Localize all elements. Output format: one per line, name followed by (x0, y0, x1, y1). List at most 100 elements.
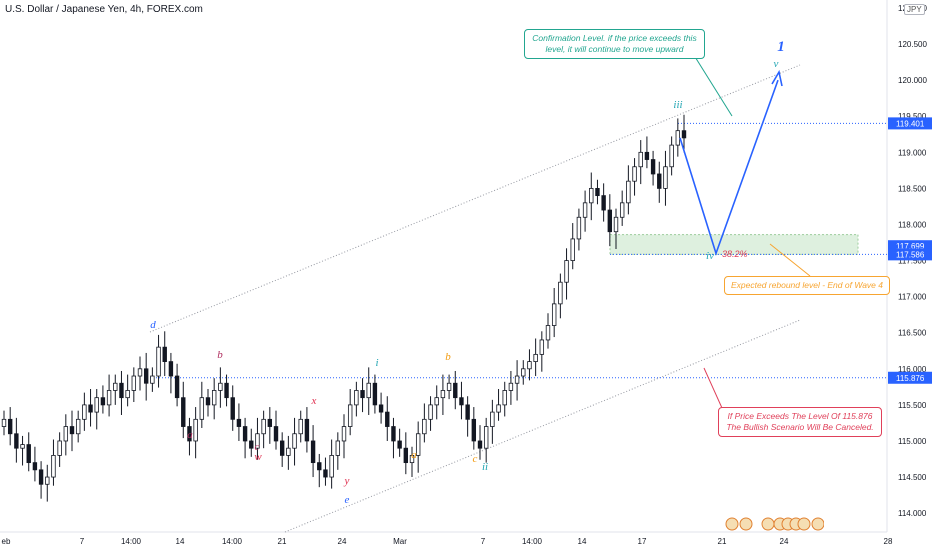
candle[interactable] (663, 166, 668, 189)
candle[interactable] (323, 469, 328, 478)
candle[interactable] (576, 216, 582, 240)
candle[interactable] (255, 433, 260, 449)
event-icons[interactable] (724, 516, 824, 532)
candle[interactable] (32, 462, 38, 471)
candle[interactable] (230, 397, 235, 420)
candle[interactable] (113, 382, 118, 391)
candle[interactable] (335, 440, 341, 456)
candle[interactable] (391, 426, 396, 442)
event-icon[interactable] (725, 517, 739, 531)
candle[interactable] (372, 382, 378, 406)
candle[interactable] (82, 404, 87, 420)
price-tag[interactable] (888, 371, 932, 384)
candle[interactable] (205, 397, 211, 406)
candle[interactable] (143, 368, 149, 384)
event-icon[interactable] (761, 517, 775, 531)
candle[interactable] (422, 418, 427, 435)
candle[interactable] (304, 418, 310, 442)
price-tag[interactable] (888, 117, 932, 130)
candle[interactable] (496, 404, 501, 413)
candle[interactable] (1, 418, 7, 427)
event-icon[interactable] (797, 517, 811, 531)
candle[interactable] (218, 382, 223, 391)
candle[interactable] (63, 426, 69, 442)
candle[interactable] (156, 346, 161, 377)
candle[interactable] (57, 440, 62, 456)
candle[interactable] (14, 433, 19, 449)
candle[interactable] (286, 447, 291, 456)
candle[interactable] (681, 130, 687, 139)
candle[interactable] (329, 455, 334, 478)
candle[interactable] (236, 418, 242, 427)
candle[interactable] (619, 202, 625, 218)
candle[interactable] (477, 440, 483, 449)
candle[interactable] (551, 303, 557, 326)
candle[interactable] (119, 382, 124, 399)
candle[interactable] (626, 180, 631, 204)
candle[interactable] (298, 418, 303, 435)
candle[interactable] (150, 375, 155, 384)
candle[interactable] (613, 216, 619, 233)
candle[interactable] (607, 209, 613, 233)
candle[interactable] (317, 462, 322, 471)
candle[interactable] (279, 440, 285, 456)
candle[interactable] (181, 397, 186, 427)
candle[interactable] (125, 390, 130, 399)
event-icon[interactable] (811, 517, 824, 531)
candle[interactable] (51, 455, 56, 478)
candle[interactable] (533, 353, 538, 362)
wave-projection[interactable] (679, 79, 779, 256)
candle[interactable] (7, 418, 13, 435)
candle[interactable] (75, 418, 81, 435)
candle[interactable] (440, 390, 446, 399)
candle[interactable] (446, 382, 452, 391)
candle[interactable] (582, 202, 588, 218)
candle[interactable] (570, 238, 575, 261)
candle[interactable] (242, 426, 248, 442)
candle[interactable] (508, 382, 514, 391)
candle[interactable] (589, 188, 594, 204)
candle[interactable] (354, 390, 359, 406)
candle[interactable] (261, 418, 266, 435)
candle[interactable] (514, 375, 520, 384)
candle[interactable] (273, 426, 279, 442)
candle[interactable] (490, 411, 495, 427)
candle[interactable] (403, 447, 409, 464)
candle[interactable] (428, 404, 433, 420)
candle[interactable] (347, 404, 353, 427)
candle[interactable] (88, 404, 93, 413)
candle[interactable] (409, 455, 415, 464)
candle[interactable] (378, 404, 384, 413)
candle[interactable] (360, 390, 365, 399)
candle[interactable] (521, 368, 526, 377)
candle[interactable] (638, 151, 643, 168)
candle[interactable] (558, 281, 563, 305)
candle[interactable] (675, 130, 681, 146)
candle[interactable] (224, 382, 229, 399)
candle[interactable] (415, 433, 421, 456)
candle[interactable] (459, 397, 464, 406)
candle[interactable] (94, 397, 99, 413)
candle[interactable] (131, 375, 137, 391)
price-tag[interactable] (888, 248, 932, 261)
candle[interactable] (657, 173, 662, 189)
candle[interactable] (545, 325, 551, 341)
candle[interactable] (527, 361, 532, 370)
candle[interactable] (45, 476, 50, 485)
candle[interactable] (249, 440, 254, 449)
candle[interactable] (397, 440, 402, 449)
candle[interactable] (187, 426, 192, 442)
candle[interactable] (26, 444, 31, 464)
currency-badge[interactable]: JPY (904, 4, 925, 15)
candle[interactable] (539, 339, 545, 355)
candle[interactable] (341, 426, 347, 442)
candle[interactable] (669, 144, 674, 168)
candle[interactable] (174, 375, 180, 399)
candle[interactable] (434, 397, 439, 406)
candle[interactable] (366, 382, 371, 399)
channel-upper[interactable] (149, 64, 801, 333)
candle[interactable] (483, 426, 489, 449)
candle[interactable] (601, 195, 606, 211)
candle[interactable] (564, 260, 569, 283)
